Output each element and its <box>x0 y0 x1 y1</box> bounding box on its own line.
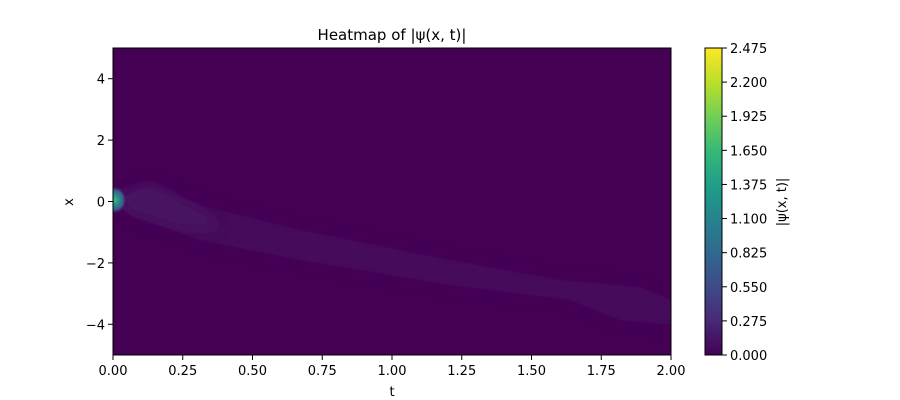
colorbar-tick-label: 0.275 <box>730 315 767 330</box>
y-axis: 4 2 0 −2 −4 x <box>62 73 113 333</box>
x-tick-label: 0.75 <box>308 364 337 379</box>
y-tick-label: −4 <box>86 318 105 333</box>
colorbar-tick-label: 1.375 <box>730 178 767 193</box>
chart-title: Heatmap of |ψ(x, t)| <box>318 26 467 44</box>
colorbar-tick-label: 2.200 <box>730 76 767 91</box>
x-tick-label: 2.00 <box>657 364 686 379</box>
y-tick-label: 2 <box>97 134 105 149</box>
colorbar-tick-label: 0.550 <box>730 281 767 296</box>
x-tick-label: 0.25 <box>168 364 197 379</box>
colorbar: 2.475 2.200 1.925 1.650 1.375 1.100 0.825 0.550… <box>704 42 790 364</box>
colorbar-label: |ψ(x, t)| <box>775 178 790 227</box>
colorbar-tick-label: 0.825 <box>730 247 767 262</box>
y-tick-label: 4 <box>97 73 105 88</box>
colorbar-tick-label: 1.100 <box>730 213 767 228</box>
colorbar-tick-label: 0.000 <box>730 349 767 364</box>
x-tick-label: 1.75 <box>587 364 616 379</box>
x-tick-label: 1.25 <box>447 364 476 379</box>
x-axis-label: t <box>389 385 394 400</box>
x-tick-label: 0.50 <box>238 364 267 379</box>
heatmap-trail <box>113 185 671 325</box>
y-tick-label: −2 <box>86 257 105 272</box>
plot-area <box>112 47 672 356</box>
heatmap-trail-inner <box>113 183 220 230</box>
heatmap-background <box>113 48 671 355</box>
y-tick-label: 0 <box>97 196 105 211</box>
x-axis: 0.00 0.25 0.50 0.75 1.00 1.25 1.50 1.75 2.00 t <box>99 355 686 400</box>
x-tick-label: 1.50 <box>517 364 546 379</box>
colorbar-tick-label: 1.925 <box>730 110 767 125</box>
colorbar-tick-label: 1.650 <box>730 144 767 159</box>
colorbar-tick-label: 2.475 <box>730 42 767 57</box>
x-tick-label: 1.00 <box>378 364 407 379</box>
colorbar-gradient <box>704 47 723 356</box>
x-tick-label: 0.00 <box>99 364 128 379</box>
heatmap-peak <box>113 186 127 214</box>
y-axis-label: x <box>62 198 77 206</box>
